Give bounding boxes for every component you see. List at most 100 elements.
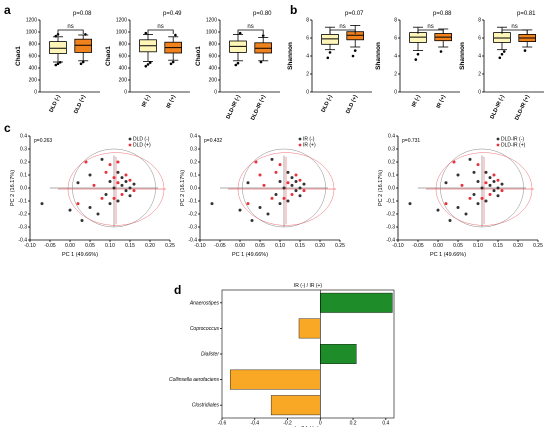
- y-tick-label: 0.2: [388, 160, 395, 166]
- pca-point-neg: [258, 206, 262, 209]
- pca-point-neg: [294, 180, 298, 183]
- pca-point-neg: [116, 170, 120, 174]
- confidence-ellipse-neg: [242, 148, 326, 228]
- pca-point-neg: [210, 202, 214, 206]
- y-tick-label: 0: [478, 90, 481, 96]
- y-tick-label: 8: [478, 18, 481, 24]
- pca-point-neg: [68, 208, 72, 212]
- outlier-point: [146, 63, 150, 66]
- x-tick-label: -0.10: [392, 243, 404, 249]
- outlier-point: [148, 61, 152, 64]
- pca-point-neg: [488, 183, 492, 187]
- outlier-point: [84, 33, 87, 36]
- legend-label: DLD-IR (-): [501, 137, 524, 143]
- outlier-point: [169, 62, 173, 66]
- pca-point-neg: [448, 219, 452, 222]
- panel-letter-a: a: [4, 3, 11, 17]
- x-tick-label: 0.15: [493, 243, 503, 249]
- outlier-point: [81, 60, 85, 64]
- bar-category-label: Clostridiales: [192, 403, 220, 409]
- y-tick-label: 4: [306, 54, 309, 60]
- y-axis-label: Shannon: [459, 42, 466, 70]
- y-tick-label: -0.1: [386, 199, 395, 205]
- y-tick-label: -0.4: [386, 238, 395, 244]
- group-label: DLD (+): [345, 94, 359, 115]
- y-tick-label: 2: [394, 72, 397, 78]
- significance-bracket: [417, 29, 444, 34]
- pca-point-neg: [500, 182, 504, 186]
- pca-point-neg: [250, 219, 254, 222]
- pca-point-neg: [468, 157, 472, 161]
- bar: [298, 318, 321, 339]
- y-tick-label: -0.4: [188, 238, 197, 244]
- significance-label: ns: [511, 24, 517, 30]
- x-tick-label: -0.2: [283, 421, 292, 427]
- y-tick-label: 800: [29, 42, 38, 48]
- y-tick-label: 0.4: [388, 134, 395, 140]
- outlier-point: [502, 50, 506, 53]
- y-tick-label: 0.1: [190, 173, 197, 179]
- legend-label: IR (-): [303, 137, 315, 143]
- y-tick-label: 4: [394, 54, 397, 60]
- p-value: p=0.88: [433, 11, 452, 17]
- significance-bracket: [501, 29, 528, 34]
- pca-point-pos: [480, 196, 484, 200]
- y-tick-label: 2: [478, 72, 481, 78]
- y-tick-label: 200: [119, 78, 128, 84]
- significance-bracket: [237, 29, 264, 34]
- y-tick-label: 0: [34, 90, 37, 96]
- outlier-point: [351, 54, 355, 58]
- x-axis-label: PC 1 (49.66%): [62, 252, 98, 258]
- x-tick-label: 0.00: [433, 243, 443, 249]
- pca-dldir: -0.10 -0.05 0.00 0.05 0.10 0.15 0.20 0.25 -0.4 -0…: [378, 134, 543, 259]
- outlier-point: [353, 49, 357, 52]
- pca-point-neg: [128, 186, 132, 190]
- pca-point-neg: [104, 193, 108, 196]
- y-tick-label: 1200: [26, 18, 37, 24]
- y-tick-label: -0.4: [18, 238, 27, 244]
- pca-point-neg: [496, 194, 500, 198]
- bar: [320, 344, 357, 364]
- significance-bracket: [57, 29, 84, 34]
- pca-point-neg: [238, 208, 242, 212]
- x-tick-label: 0.00: [65, 243, 75, 249]
- y-tick-label: 6: [394, 36, 397, 42]
- bar-panel-d: IR (-) / IR (+) Anaerostipes Coprococcus Di…: [169, 283, 395, 432]
- pca-point-pos: [120, 193, 124, 196]
- pca-point-neg: [40, 202, 44, 206]
- confidence-ellipse-pos: [67, 152, 165, 226]
- y-tick-label: 2: [306, 72, 309, 78]
- pca-point-neg: [484, 199, 488, 203]
- p-value: p=0.07: [345, 11, 364, 17]
- pca-point-neg: [88, 206, 92, 209]
- y-tick-label: 8: [306, 18, 309, 24]
- y-tick-label: 0.2: [190, 160, 197, 166]
- x-tick-label: -0.10: [24, 243, 36, 249]
- outlier-point: [500, 52, 504, 56]
- x-tick-label: -0.05: [44, 243, 56, 249]
- box-neg: [49, 33, 67, 67]
- box-pos: [164, 33, 183, 66]
- confidence-ellipse-pos: [435, 152, 533, 226]
- pca-point-pos: [278, 163, 282, 167]
- pca-point-pos: [274, 170, 278, 174]
- y-tick-label: 6: [306, 36, 309, 42]
- pca-point-neg: [286, 199, 290, 203]
- pca-point-pos: [112, 176, 116, 180]
- pca-point-neg: [476, 180, 480, 183]
- pca-point-pos: [290, 193, 294, 196]
- boxplot-dld: 0 200 400 600 800 1000 1200 Chao1 DLD (-) DLD (+)…: [15, 11, 100, 115]
- y-axis-label: Shannon: [375, 42, 382, 70]
- pca-point-neg: [132, 182, 136, 186]
- pca-point-neg: [464, 212, 468, 216]
- pca-point-pos: [132, 189, 136, 193]
- box-iqr: [49, 41, 67, 54]
- x-tick-label: 0.05: [255, 243, 265, 249]
- x-tick-label: 0.20: [513, 243, 523, 249]
- pca-point-neg: [278, 180, 282, 183]
- p-value: p=0.49: [163, 11, 182, 17]
- y-tick-label: 200: [209, 78, 218, 84]
- y-tick-label: 0: [394, 90, 397, 96]
- outlier-point: [54, 63, 58, 67]
- confidence-ellipse-neg: [440, 148, 524, 228]
